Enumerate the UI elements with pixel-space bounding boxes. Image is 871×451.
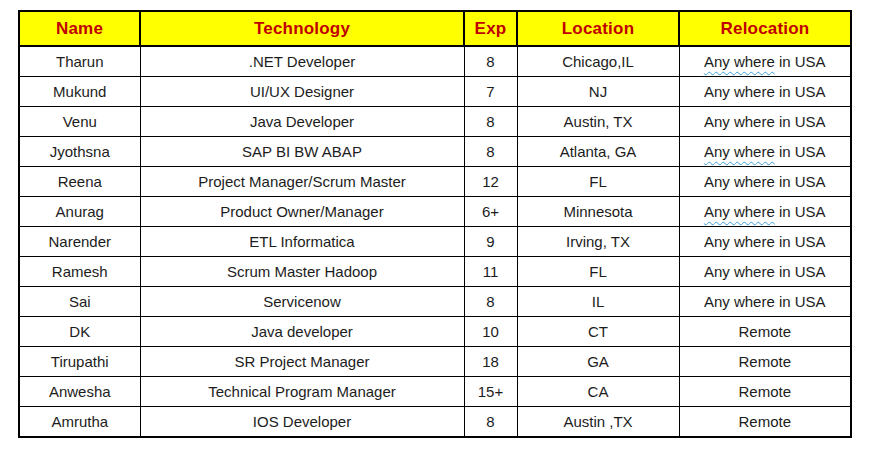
- cell-exp[interactable]: 6+: [464, 197, 517, 227]
- table-row: Sai Servicenow 8 IL Any where in USA: [19, 287, 851, 317]
- spellcheck-underline-text: Any where: [704, 203, 775, 220]
- cell-technology[interactable]: ETL Informatica: [140, 227, 464, 257]
- table-row: Reena Project Manager/Scrum Master 12 FL…: [19, 167, 851, 197]
- table-row: Tirupathi SR Project Manager 18 GA Remot…: [19, 347, 851, 377]
- cell-name[interactable]: DK: [19, 317, 140, 347]
- cell-exp[interactable]: 8: [464, 137, 517, 167]
- table-header: Name Technology Exp Location Relocation: [19, 11, 851, 46]
- cell-relocation[interactable]: Any where in USA: [679, 167, 851, 197]
- cell-relocation[interactable]: Any where in USA: [679, 137, 851, 167]
- cell-technology[interactable]: Product Owner/Manager: [140, 197, 464, 227]
- cell-relocation[interactable]: Any where in USA: [679, 227, 851, 257]
- cell-name[interactable]: Sai: [19, 287, 140, 317]
- header-cell-relocation[interactable]: Relocation: [679, 11, 851, 46]
- cell-exp[interactable]: 8: [464, 107, 517, 137]
- cell-location[interactable]: CA: [517, 377, 679, 407]
- cell-location[interactable]: Austin, TX: [517, 107, 679, 137]
- cell-technology[interactable]: UI/UX Designer: [140, 77, 464, 107]
- cell-technology[interactable]: .NET Developer: [140, 46, 464, 77]
- cell-name[interactable]: Jyothsna: [19, 137, 140, 167]
- cell-exp[interactable]: 7: [464, 77, 517, 107]
- cell-exp[interactable]: 9: [464, 227, 517, 257]
- table-body: Tharun .NET Developer 8 Chicago,IL Any w…: [19, 46, 851, 437]
- cell-name[interactable]: Venu: [19, 107, 140, 137]
- cell-name[interactable]: Anwesha: [19, 377, 140, 407]
- header-cell-technology[interactable]: Technology: [140, 11, 464, 46]
- relocation-text: in USA: [775, 203, 826, 220]
- cell-relocation[interactable]: Any where in USA: [679, 257, 851, 287]
- cell-technology[interactable]: Java developer: [140, 317, 464, 347]
- cell-name[interactable]: Tirupathi: [19, 347, 140, 377]
- cell-exp[interactable]: 10: [464, 317, 517, 347]
- relocation-text: in USA: [775, 143, 826, 160]
- relocation-text: in USA: [775, 53, 826, 70]
- cell-technology[interactable]: SR Project Manager: [140, 347, 464, 377]
- cell-technology[interactable]: IOS Developer: [140, 407, 464, 438]
- cell-relocation[interactable]: Any where in USA: [679, 77, 851, 107]
- cell-exp[interactable]: 8: [464, 287, 517, 317]
- table-row: DK Java developer 10 CT Remote: [19, 317, 851, 347]
- cell-location[interactable]: Atlanta, GA: [517, 137, 679, 167]
- cell-technology[interactable]: Java Developer: [140, 107, 464, 137]
- cell-location[interactable]: Irving, TX: [517, 227, 679, 257]
- table-row: Venu Java Developer 8 Austin, TX Any whe…: [19, 107, 851, 137]
- header-cell-name[interactable]: Name: [19, 11, 140, 46]
- cell-technology[interactable]: Technical Program Manager: [140, 377, 464, 407]
- table-row: Jyothsna SAP BI BW ABAP 8 Atlanta, GA An…: [19, 137, 851, 167]
- cell-location[interactable]: Austin ,TX: [517, 407, 679, 438]
- page: Name Technology Exp Location Relocation …: [0, 0, 871, 451]
- cell-name[interactable]: Anurag: [19, 197, 140, 227]
- cell-location[interactable]: FL: [517, 257, 679, 287]
- table-row: Ramesh Scrum Master Hadoop 11 FL Any whe…: [19, 257, 851, 287]
- table-row: Tharun .NET Developer 8 Chicago,IL Any w…: [19, 46, 851, 77]
- cell-relocation[interactable]: Any where in USA: [679, 287, 851, 317]
- cell-location[interactable]: NJ: [517, 77, 679, 107]
- cell-relocation[interactable]: Remote: [679, 347, 851, 377]
- cell-technology[interactable]: Servicenow: [140, 287, 464, 317]
- cell-technology[interactable]: Project Manager/Scrum Master: [140, 167, 464, 197]
- cell-location[interactable]: Minnesota: [517, 197, 679, 227]
- candidates-table-container: Name Technology Exp Location Relocation …: [18, 10, 852, 438]
- cell-relocation[interactable]: Any where in USA: [679, 46, 851, 77]
- cell-location[interactable]: IL: [517, 287, 679, 317]
- table-row: Anurag Product Owner/Manager 6+ Minnesot…: [19, 197, 851, 227]
- spellcheck-underline-text: Any where: [704, 143, 775, 160]
- cell-location[interactable]: FL: [517, 167, 679, 197]
- cell-name[interactable]: Narender: [19, 227, 140, 257]
- table-row: Narender ETL Informatica 9 Irving, TX An…: [19, 227, 851, 257]
- header-row: Name Technology Exp Location Relocation: [19, 11, 851, 46]
- cell-exp[interactable]: 8: [464, 46, 517, 77]
- cell-exp[interactable]: 12: [464, 167, 517, 197]
- cell-name[interactable]: Tharun: [19, 46, 140, 77]
- cell-location[interactable]: CT: [517, 317, 679, 347]
- cell-exp[interactable]: 18: [464, 347, 517, 377]
- cell-location[interactable]: GA: [517, 347, 679, 377]
- cell-exp[interactable]: 11: [464, 257, 517, 287]
- cell-relocation[interactable]: Any where in USA: [679, 107, 851, 137]
- cell-relocation[interactable]: Remote: [679, 407, 851, 438]
- cell-exp[interactable]: 15+: [464, 377, 517, 407]
- header-cell-exp[interactable]: Exp: [464, 11, 517, 46]
- header-cell-location[interactable]: Location: [517, 11, 679, 46]
- spellcheck-underline-text: Any where: [704, 53, 775, 70]
- cell-technology[interactable]: Scrum Master Hadoop: [140, 257, 464, 287]
- table-row: Mukund UI/UX Designer 7 NJ Any where in …: [19, 77, 851, 107]
- cell-name[interactable]: Mukund: [19, 77, 140, 107]
- table-row: Anwesha Technical Program Manager 15+ CA…: [19, 377, 851, 407]
- cell-name[interactable]: Reena: [19, 167, 140, 197]
- cell-relocation[interactable]: Remote: [679, 317, 851, 347]
- cell-relocation[interactable]: Any where in USA: [679, 197, 851, 227]
- table-row: Amrutha IOS Developer 8 Austin ,TX Remot…: [19, 407, 851, 438]
- cell-name[interactable]: Amrutha: [19, 407, 140, 438]
- candidates-table: Name Technology Exp Location Relocation …: [18, 10, 852, 438]
- cell-technology[interactable]: SAP BI BW ABAP: [140, 137, 464, 167]
- cell-location[interactable]: Chicago,IL: [517, 46, 679, 77]
- cell-relocation[interactable]: Remote: [679, 377, 851, 407]
- cell-name[interactable]: Ramesh: [19, 257, 140, 287]
- cell-exp[interactable]: 8: [464, 407, 517, 438]
